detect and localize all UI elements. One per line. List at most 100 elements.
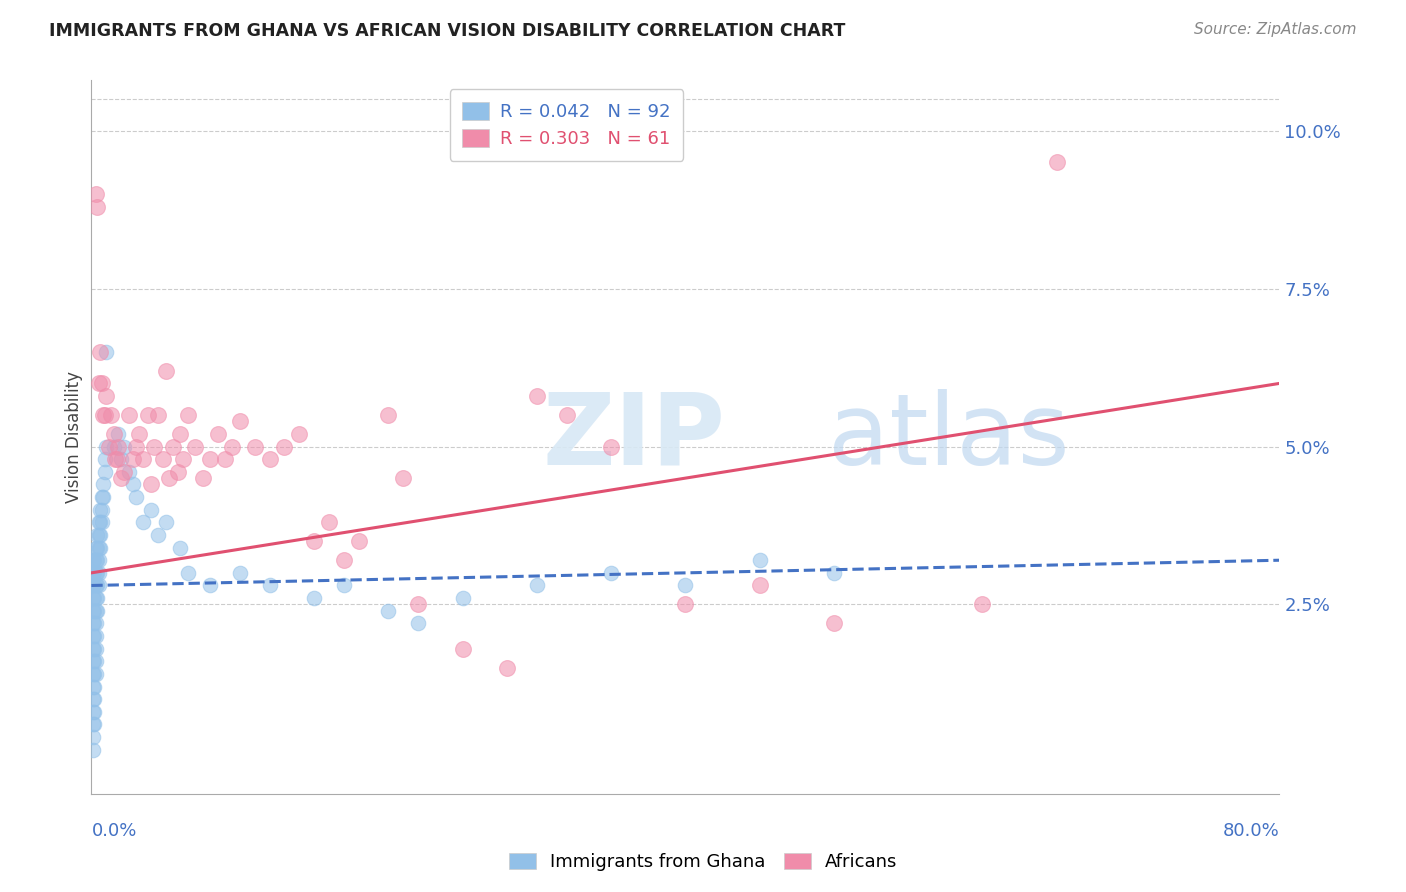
Point xyxy=(673,578,696,592)
Point xyxy=(526,389,548,403)
Point xyxy=(82,641,104,656)
Point xyxy=(84,616,107,631)
Text: atlas: atlas xyxy=(828,389,1070,485)
Point xyxy=(90,502,112,516)
Point xyxy=(90,516,112,530)
Point xyxy=(377,604,399,618)
Point xyxy=(103,440,125,454)
Point xyxy=(83,629,105,643)
Point xyxy=(823,566,845,580)
Point xyxy=(84,591,107,606)
Point xyxy=(302,591,325,606)
Point xyxy=(82,566,104,580)
Point xyxy=(273,440,295,454)
Point xyxy=(107,426,129,441)
Point xyxy=(87,528,110,542)
Point xyxy=(117,408,139,422)
Point xyxy=(200,578,222,592)
Point xyxy=(82,604,104,618)
Text: 80.0%: 80.0% xyxy=(1223,822,1279,840)
Point xyxy=(83,705,105,719)
Point xyxy=(125,490,148,504)
Point xyxy=(377,408,399,422)
Point xyxy=(86,591,108,606)
Point xyxy=(169,426,191,441)
Point xyxy=(166,465,188,479)
Point xyxy=(148,408,170,422)
Point xyxy=(600,566,623,580)
Point xyxy=(191,471,214,485)
Point xyxy=(83,553,105,567)
Point xyxy=(243,440,266,454)
Point xyxy=(555,408,578,422)
Point xyxy=(89,516,111,530)
Point xyxy=(87,578,110,592)
Point xyxy=(86,578,108,592)
Point xyxy=(748,553,770,567)
Point xyxy=(96,440,118,454)
Point xyxy=(169,541,191,555)
Point xyxy=(83,692,105,706)
Point xyxy=(128,426,150,441)
Point xyxy=(288,426,311,441)
Point xyxy=(82,666,104,681)
Point xyxy=(177,408,200,422)
Point xyxy=(82,730,104,744)
Text: ZIP: ZIP xyxy=(543,389,725,485)
Point xyxy=(139,502,162,516)
Point xyxy=(84,629,107,643)
Point xyxy=(83,641,105,656)
Point xyxy=(748,578,770,592)
Y-axis label: Vision Disability: Vision Disability xyxy=(65,371,83,503)
Point xyxy=(139,477,162,491)
Point xyxy=(823,616,845,631)
Point xyxy=(82,717,104,731)
Point xyxy=(112,440,135,454)
Point xyxy=(82,654,104,668)
Point xyxy=(172,452,194,467)
Point xyxy=(333,578,356,592)
Point xyxy=(87,516,110,530)
Point xyxy=(96,389,118,403)
Point xyxy=(110,471,132,485)
Text: Source: ZipAtlas.com: Source: ZipAtlas.com xyxy=(1194,22,1357,37)
Point xyxy=(83,578,105,592)
Point xyxy=(82,616,104,631)
Point xyxy=(105,452,128,467)
Point xyxy=(155,364,177,378)
Point xyxy=(82,680,104,694)
Point xyxy=(132,452,155,467)
Point xyxy=(84,666,107,681)
Point xyxy=(1046,155,1069,169)
Point xyxy=(83,680,105,694)
Point xyxy=(229,414,252,428)
Point xyxy=(82,578,104,592)
Point xyxy=(259,578,281,592)
Point xyxy=(162,440,184,454)
Point xyxy=(221,440,243,454)
Point xyxy=(117,465,139,479)
Point xyxy=(673,598,696,612)
Text: 0.0%: 0.0% xyxy=(91,822,136,840)
Point xyxy=(600,440,623,454)
Point xyxy=(136,408,159,422)
Point xyxy=(87,566,110,580)
Point xyxy=(84,541,107,555)
Point xyxy=(406,616,429,631)
Point xyxy=(122,452,145,467)
Point xyxy=(451,591,474,606)
Legend: Immigrants from Ghana, Africans: Immigrants from Ghana, Africans xyxy=(502,846,904,879)
Point xyxy=(83,717,105,731)
Point xyxy=(100,408,122,422)
Point xyxy=(526,578,548,592)
Point xyxy=(98,440,121,454)
Point xyxy=(91,490,114,504)
Point xyxy=(83,566,105,580)
Point xyxy=(94,465,117,479)
Point xyxy=(87,376,110,391)
Point xyxy=(82,742,104,756)
Point xyxy=(84,641,107,656)
Point xyxy=(84,553,107,567)
Point xyxy=(333,553,356,567)
Point xyxy=(90,376,112,391)
